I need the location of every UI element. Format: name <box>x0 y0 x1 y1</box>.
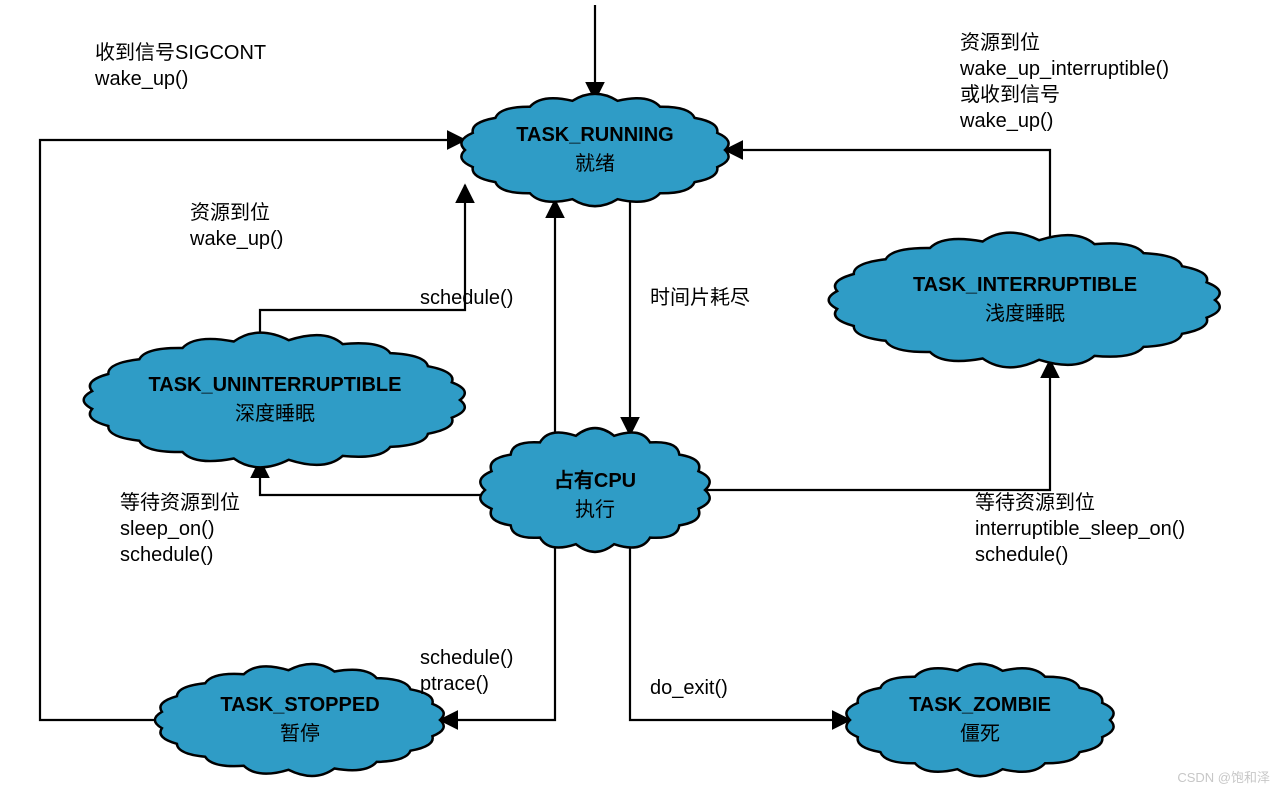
edge-label-e-int-running-line3: wake_up() <box>960 108 1169 134</box>
edge-label-e-unint-running: 资源到位wake_up() <box>190 200 283 252</box>
edge-label-e-cpu-stopped-line0: schedule() <box>420 645 513 671</box>
edge-label-e-cpu-running-line0: schedule() <box>420 285 513 311</box>
edge-label-e-stopped-running-line0: 收到信号SIGCONT <box>95 40 266 66</box>
edge-label-e-stopped-running-line1: wake_up() <box>95 66 266 92</box>
edge-label-e-cpu-running: schedule() <box>420 285 513 311</box>
edge-label-e-cpu-stopped-line1: ptrace() <box>420 671 513 697</box>
cloud-zombie <box>846 664 1113 776</box>
edge-label-e-int-running: 资源到位wake_up_interruptible()或收到信号wake_up(… <box>960 30 1169 134</box>
edge-label-e-cpu-zombie: do_exit() <box>650 675 728 701</box>
edge-label-e-cpu-unint-line1: sleep_on() <box>120 516 240 542</box>
edge-label-e-cpu-int-line2: schedule() <box>975 542 1185 568</box>
edge-label-e-int-running-line2: 或收到信号 <box>960 82 1169 108</box>
edge-label-e-stopped-running: 收到信号SIGCONTwake_up() <box>95 40 266 92</box>
edge-e-int-running <box>725 150 1050 240</box>
edge-e-cpu-int <box>705 360 1050 490</box>
watermark-text: CSDN @饱和泽 <box>1177 767 1270 786</box>
edge-label-e-unint-running-line0: 资源到位 <box>190 200 283 226</box>
edge-e-unint-running <box>260 185 465 340</box>
edge-label-e-cpu-zombie-line0: do_exit() <box>650 675 728 701</box>
edge-label-e-running-cpu-line0: 时间片耗尽 <box>650 285 750 311</box>
edge-label-e-unint-running-line1: wake_up() <box>190 226 283 252</box>
edge-label-e-int-running-line0: 资源到位 <box>960 30 1169 56</box>
cloud-cpu <box>480 428 709 552</box>
edge-label-e-cpu-int-line0: 等待资源到位 <box>975 490 1185 516</box>
cloud-interruptible <box>829 233 1220 368</box>
edge-label-e-cpu-unint-line0: 等待资源到位 <box>120 490 240 516</box>
edge-label-e-cpu-unint: 等待资源到位sleep_on()schedule() <box>120 490 240 568</box>
cloud-running <box>461 94 728 206</box>
edge-label-e-running-cpu: 时间片耗尽 <box>650 285 750 311</box>
edge-label-e-cpu-int: 等待资源到位interruptible_sleep_on()schedule() <box>975 490 1185 568</box>
cloud-stopped <box>155 664 444 776</box>
edge-e-cpu-unint <box>260 460 490 495</box>
cloud-uninterruptible <box>84 333 465 468</box>
edge-label-e-cpu-int-line1: interruptible_sleep_on() <box>975 516 1185 542</box>
edge-label-e-cpu-unint-line2: schedule() <box>120 542 240 568</box>
edge-label-e-int-running-line1: wake_up_interruptible() <box>960 56 1169 82</box>
edge-label-e-cpu-stopped: schedule()ptrace() <box>420 645 513 697</box>
